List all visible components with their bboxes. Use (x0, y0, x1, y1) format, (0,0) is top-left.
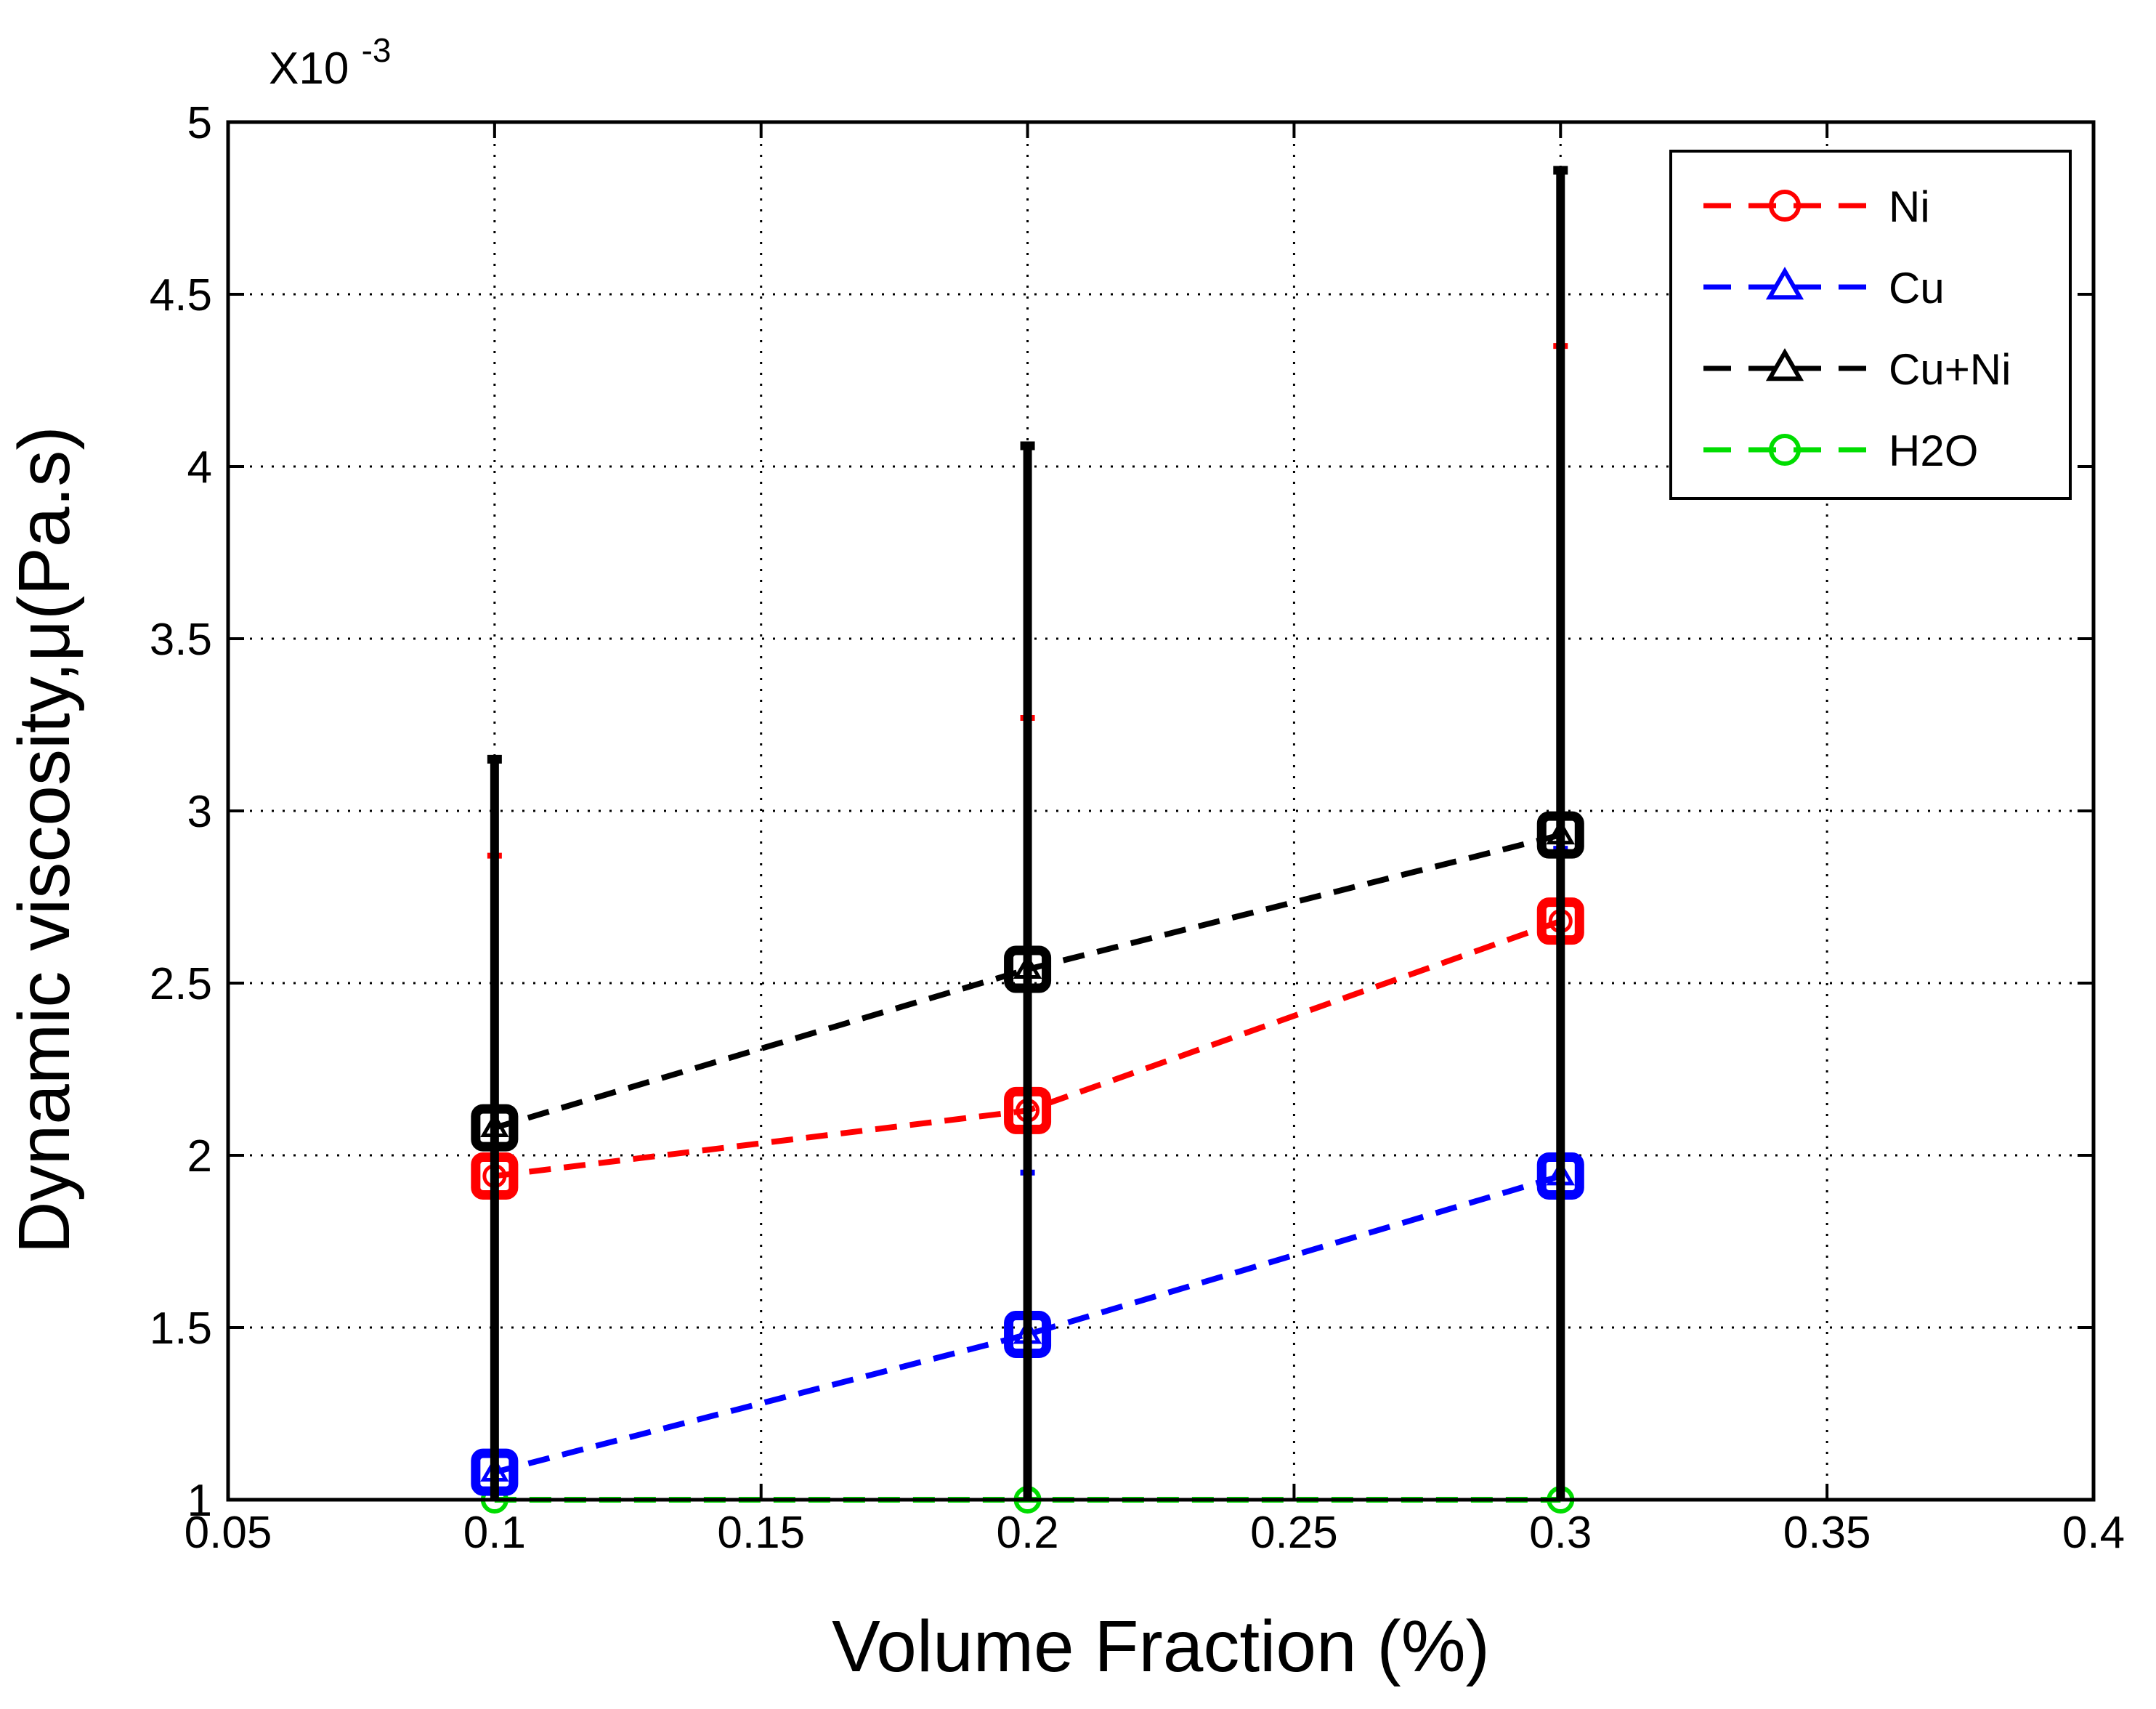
marker-symbol-cu-ni (1546, 820, 1576, 845)
x-tick-label: 0.15 (717, 1508, 805, 1558)
x-tick-label: 0.1 (463, 1508, 526, 1558)
x-tick-label: 0.2 (996, 1508, 1058, 1558)
y-axis-multiplier: X10 -3 (269, 31, 391, 94)
marker-cu-ni (471, 1104, 519, 1152)
legend-item-ni: Ni (1703, 182, 1930, 231)
x-axis-label: Volume Fraction (%) (832, 1606, 1490, 1687)
legend: Ni Cu Cu+Ni H2O (1669, 150, 2072, 500)
legend-item-cu-ni: Cu+Ni (1703, 345, 2011, 394)
marker-cu-ni (1536, 811, 1584, 859)
y-tick-label: 4.5 (150, 270, 212, 320)
marker-cu-ni (1004, 945, 1052, 993)
x-tick-label: 0.05 (185, 1508, 272, 1558)
y-tick-label: 3 (187, 787, 212, 837)
legend-item-h2o: H2O (1703, 427, 1978, 475)
y-axis-label: Dynamic viscosity,μ(Pa.s) (4, 426, 85, 1253)
x-tick-label: 0.4 (2062, 1508, 2125, 1558)
marker-symbol-cu-ni (1013, 953, 1042, 979)
series-group (471, 166, 1584, 1514)
line-cu-ni (493, 832, 1562, 1131)
y-multiplier-base: X10 (269, 44, 349, 94)
y-tick-label: 2 (187, 1131, 212, 1181)
legend-marker-h2o (1769, 434, 1801, 466)
legend-item-cu: Cu (1703, 264, 1945, 312)
y-tick-label: 1 (187, 1476, 212, 1526)
marker-symbol-cu-ni (480, 1112, 509, 1138)
y-tick-label: 2.5 (150, 959, 212, 1009)
legend-box (1669, 150, 2072, 500)
ticks: 0.05 0.1 0.15 0.2 0.25 0.3 0.35 0.4 1 1.5 2 2.5 3 3.5… (150, 98, 2125, 1558)
legend-label-ni: Ni (1889, 182, 1930, 231)
legend-label-h2o: H2O (1889, 427, 1978, 475)
legend-marker-cu-ni (1765, 348, 1804, 381)
line-cu (493, 1173, 1562, 1475)
y-tick-label: 3.5 (150, 615, 212, 665)
legend-marker-cu (1765, 267, 1804, 300)
y-tick-label: 5 (187, 98, 212, 148)
y-tick-label: 4 (187, 443, 212, 493)
y-tick-label: 1.5 (150, 1304, 212, 1354)
series-cu-ni (471, 166, 1584, 1500)
x-tick-label: 0.35 (1783, 1508, 1871, 1558)
x-tick-label: 0.3 (1529, 1508, 1592, 1558)
x-tick-label: 0.25 (1250, 1508, 1338, 1558)
legend-label-cu: Cu (1889, 264, 1945, 312)
y-multiplier-exponent: -3 (362, 31, 392, 69)
legend-marker-ni (1769, 190, 1801, 222)
legend-label-cu-ni: Cu+Ni (1889, 345, 2011, 394)
